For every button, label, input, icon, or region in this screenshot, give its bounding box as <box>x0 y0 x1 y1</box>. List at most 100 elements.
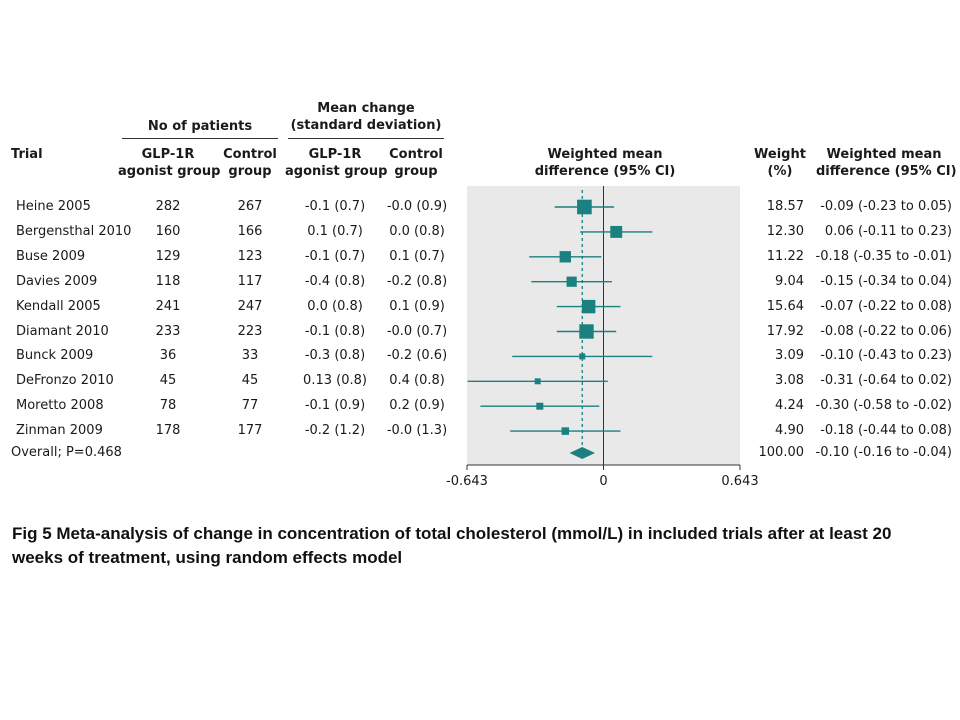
wmd-plot-header: Weighted mean difference (95% CI) <box>520 146 690 180</box>
study-ci: -0.08 (-0.22 to 0.06) <box>820 323 952 339</box>
glp1r-patients: 78 <box>159 398 177 414</box>
control-mean-change: 0.0 (0.8) <box>389 223 445 239</box>
glp1r-mean-change: -0.4 (0.8) <box>304 273 366 289</box>
control-mean-change: 0.4 (0.8) <box>389 373 445 389</box>
study-ci: -0.18 (-0.35 to -0.01) <box>815 248 953 264</box>
study-weight: 9.04 <box>775 273 804 289</box>
mean-change-line2: (standard deviation) <box>290 118 442 133</box>
trial-name: Buse 2009 <box>16 248 86 264</box>
glp1r-mean-change: -0.1 (0.9) <box>304 398 366 414</box>
control-mean-header: Control group <box>386 146 446 180</box>
control-patients: 77 <box>241 398 259 414</box>
control-patients: 177 <box>237 423 263 439</box>
control-patients-line1: Control <box>223 147 277 162</box>
study-marker <box>534 378 541 385</box>
control-mean-change: -0.2 (0.6) <box>386 348 448 364</box>
control-patients: 117 <box>237 273 263 289</box>
control-mean-line1: Control <box>389 147 443 162</box>
glp1r-patients: 282 <box>155 199 181 214</box>
glp1r-patients: 178 <box>155 423 181 439</box>
x-tick-label: -0.643 <box>446 474 488 489</box>
study-marker <box>577 199 592 215</box>
glp1r-patients-header: GLP-1R agonist group <box>118 146 220 180</box>
study-weight: 15.64 <box>766 298 804 314</box>
study-weight: 4.24 <box>775 398 804 414</box>
control-mean-line2: group <box>394 164 438 179</box>
trial-name: Zinman 2009 <box>16 423 103 439</box>
study-ci: 0.06 (-0.11 to 0.23) <box>824 223 952 239</box>
study-marker <box>579 324 594 339</box>
mean-change-line1: Mean change <box>317 101 415 116</box>
study-marker <box>610 225 623 238</box>
glp1r-mean-change: 0.0 (0.8) <box>307 298 363 314</box>
glp1r-mean-line2: agonist group <box>285 164 388 179</box>
glp1r-patients-line1: GLP-1R <box>141 147 195 162</box>
control-mean-change: -0.0 (0.9) <box>386 199 448 214</box>
control-patients-line2: group <box>228 164 272 179</box>
weight-line1: Weight <box>754 147 806 162</box>
control-mean-change: 0.2 (0.9) <box>389 398 445 414</box>
glp1r-patients: 129 <box>155 248 181 264</box>
trial-name: Bunck 2009 <box>16 348 94 364</box>
wmd-ci-line1: Weighted mean <box>826 147 942 162</box>
study-marker <box>559 251 571 263</box>
study-weight: 11.22 <box>766 248 804 264</box>
trial-name: DeFronzo 2010 <box>16 373 114 389</box>
no-patients-header: No of patients <box>147 119 253 134</box>
study-ci: -0.09 (-0.23 to 0.05) <box>820 199 952 214</box>
trial-name: Heine 2005 <box>16 199 91 214</box>
glp1r-patients: 241 <box>155 298 181 314</box>
glp1r-mean-change: -0.1 (0.7) <box>304 199 366 214</box>
figure-caption: Fig 5 Meta-analysis of change in concent… <box>12 524 892 567</box>
study-ci: -0.07 (-0.22 to 0.08) <box>820 298 952 314</box>
control-patients: 166 <box>237 223 263 239</box>
study-marker <box>561 427 570 435</box>
control-mean-change: 0.1 (0.9) <box>389 298 445 314</box>
glp1r-mean-line1: GLP-1R <box>308 147 362 162</box>
trial-name: Bergensthal 2010 <box>16 223 132 239</box>
overall-ci: -0.10 (-0.16 to -0.04) <box>815 445 953 460</box>
control-patients: 223 <box>237 323 263 339</box>
control-patients-header: Control group <box>220 146 280 180</box>
glp1r-mean-change: 0.1 (0.7) <box>307 223 363 239</box>
glp1r-mean-change: -0.2 (1.2) <box>304 423 366 439</box>
control-mean-change: 0.1 (0.7) <box>389 248 445 264</box>
glp1r-mean-header: GLP-1R agonist group <box>285 146 388 180</box>
weight-line2: (%) <box>767 164 793 179</box>
glp1r-patients: 118 <box>155 273 181 289</box>
study-marker <box>566 276 577 287</box>
control-mean-change: -0.0 (0.7) <box>386 323 448 339</box>
study-ci: -0.18 (-0.44 to 0.08) <box>820 423 952 439</box>
study-weight: 18.57 <box>766 199 804 214</box>
glp1r-patients: 45 <box>159 373 177 389</box>
wmd-ci-line2: difference (95% CI) <box>816 164 957 179</box>
glp1r-patients: 160 <box>155 223 181 239</box>
study-ci: -0.31 (-0.64 to 0.02) <box>820 373 952 389</box>
glp1r-patients: 36 <box>159 348 177 364</box>
overall-label: Overall; P=0.468 <box>11 445 122 460</box>
no-patients-rule <box>122 138 278 139</box>
overall-diamond <box>569 447 596 459</box>
glp1r-mean-change: -0.3 (0.8) <box>304 348 366 364</box>
x-tick-label: 0 <box>599 474 607 489</box>
study-ci: -0.15 (-0.34 to 0.04) <box>820 273 952 289</box>
study-weight: 17.92 <box>766 323 804 339</box>
trial-name: Davies 2009 <box>16 273 98 289</box>
x-tick-label: 0.643 <box>721 474 758 489</box>
control-mean-change: -0.0 (1.3) <box>386 423 448 439</box>
control-mean-change: -0.2 (0.8) <box>386 273 448 289</box>
trial-name: Moretto 2008 <box>16 398 104 414</box>
control-patients: 247 <box>237 298 263 314</box>
trial-name: Diamant 2010 <box>16 323 109 339</box>
control-patients: 123 <box>237 248 263 264</box>
study-marker <box>581 299 596 314</box>
overall-weight: 100.00 <box>758 445 805 460</box>
study-weight: 4.90 <box>775 423 804 439</box>
control-patients: 267 <box>237 199 263 214</box>
study-weight: 3.09 <box>775 348 804 364</box>
mean-change-rule <box>288 138 444 139</box>
study-ci: -0.30 (-0.58 to -0.02) <box>815 398 953 414</box>
study-ci: -0.10 (-0.43 to 0.23) <box>820 348 952 364</box>
study-weight: 3.08 <box>775 373 804 389</box>
